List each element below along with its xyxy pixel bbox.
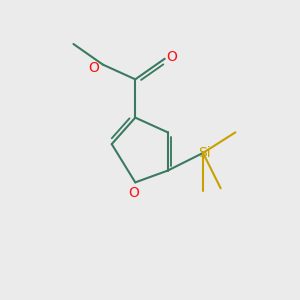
Text: O: O xyxy=(128,186,139,200)
Text: O: O xyxy=(166,50,177,64)
Text: Si: Si xyxy=(198,146,211,160)
Text: O: O xyxy=(88,61,100,75)
